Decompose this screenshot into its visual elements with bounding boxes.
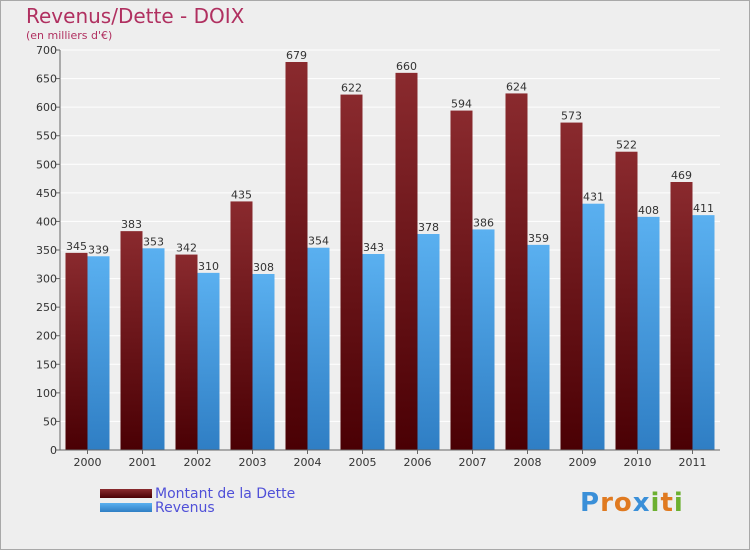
y-tick-label: 400	[36, 215, 57, 228]
data-label: 359	[528, 232, 549, 245]
logo-letter: P	[580, 488, 601, 518]
x-tick-label: 2004	[294, 456, 322, 469]
data-label: 522	[616, 139, 637, 152]
bar-dette	[450, 110, 473, 451]
x-tick-label: 2001	[129, 456, 157, 469]
data-label: 378	[418, 221, 439, 234]
logo-letter: o	[613, 488, 633, 518]
labels: 0 50 100 150 200 250 300 350 400 450 500 550 600 650 7…	[36, 44, 714, 469]
legend-swatch-dette	[100, 489, 152, 498]
y-tick-label: 100	[36, 387, 57, 400]
data-label: 310	[198, 260, 219, 273]
bar-revenus	[692, 215, 715, 450]
data-label: 469	[671, 169, 692, 182]
bar-dette	[670, 182, 693, 450]
data-label: 343	[363, 241, 384, 254]
y-tick-label: 150	[36, 358, 57, 371]
bars	[65, 62, 715, 451]
legend-label-dette: Montant de la Dette	[155, 486, 296, 502]
x-tick-label: 2009	[569, 456, 597, 469]
logo-letter: x	[632, 488, 651, 518]
data-label: 411	[693, 202, 714, 215]
y-tick-label: 300	[36, 273, 57, 286]
bar-dette	[615, 151, 638, 450]
data-label: 622	[341, 82, 362, 95]
data-label: 353	[143, 235, 164, 248]
chart-title: Revenus/Dette - DOIX	[26, 4, 245, 28]
legend-swatch-revenus	[100, 503, 152, 512]
bar-revenus	[197, 272, 220, 450]
data-label: 308	[253, 261, 274, 274]
x-tick-label: 2000	[74, 456, 102, 469]
x-tick-label: 2008	[514, 456, 542, 469]
y-tick-label: 700	[36, 44, 57, 57]
data-label: 594	[451, 98, 472, 111]
data-label: 431	[583, 191, 604, 204]
x-tick-label: 2010	[624, 456, 652, 469]
proxiti-logo: Proxiti	[580, 488, 684, 518]
bar-revenus	[417, 234, 440, 450]
data-label: 386	[473, 216, 494, 229]
bar-dette	[175, 254, 198, 450]
x-tick-label: 2002	[184, 456, 212, 469]
bar-revenus	[582, 203, 605, 450]
bar-revenus	[252, 274, 275, 450]
data-label: 679	[286, 49, 307, 62]
y-tick-label: 50	[43, 415, 57, 428]
chart-subtitle: (en milliers d'€)	[26, 29, 113, 42]
y-tick-label: 450	[36, 187, 57, 200]
y-tick-label: 550	[36, 130, 57, 143]
data-label: 339	[88, 243, 109, 256]
y-tick-label: 650	[36, 73, 57, 86]
logo-letter: i	[650, 488, 661, 518]
data-label: 435	[231, 188, 252, 201]
y-tick-label: 600	[36, 101, 57, 114]
y-tick-label: 500	[36, 158, 57, 171]
y-tick-label: 0	[50, 444, 57, 457]
logo-letter: i	[673, 488, 684, 518]
bar-dette	[340, 94, 363, 451]
bar-revenus	[87, 256, 110, 450]
y-tick-label: 250	[36, 301, 57, 314]
axes	[56, 49, 720, 454]
bar-revenus	[142, 248, 165, 450]
bar-revenus	[527, 244, 550, 450]
x-tick-label: 2005	[349, 456, 377, 469]
bar-dette	[505, 93, 528, 450]
bar-dette	[285, 62, 308, 450]
logo-letter: t	[660, 488, 674, 518]
data-label: 573	[561, 110, 582, 123]
bar-dette	[120, 231, 143, 450]
legend-label-revenus: Revenus	[155, 500, 215, 516]
data-label: 624	[506, 80, 527, 93]
bar-dette	[395, 72, 418, 450]
x-tick-label: 2006	[404, 456, 432, 469]
bar-revenus	[307, 247, 330, 450]
data-label: 408	[638, 204, 659, 217]
logo-letter: r	[600, 488, 614, 518]
x-tick-label: 2003	[239, 456, 267, 469]
bar-dette	[230, 201, 253, 450]
x-tick-label: 2007	[459, 456, 487, 469]
y-tick-label: 350	[36, 244, 57, 257]
bar-revenus	[637, 216, 660, 450]
bar-revenus	[362, 254, 385, 450]
data-label: 342	[176, 242, 197, 255]
data-label: 383	[121, 218, 142, 231]
x-tick-label: 2011	[679, 456, 707, 469]
y-tick-label: 200	[36, 330, 57, 343]
data-label: 354	[308, 235, 329, 248]
data-label: 660	[396, 60, 417, 73]
bar-dette	[65, 252, 88, 450]
bar-revenus	[472, 229, 495, 450]
data-label: 345	[66, 240, 87, 253]
bar-dette	[560, 122, 583, 451]
